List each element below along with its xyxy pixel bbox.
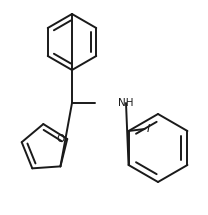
Text: O: O [56, 134, 64, 144]
Text: I: I [147, 124, 150, 134]
Text: NH: NH [118, 98, 134, 108]
